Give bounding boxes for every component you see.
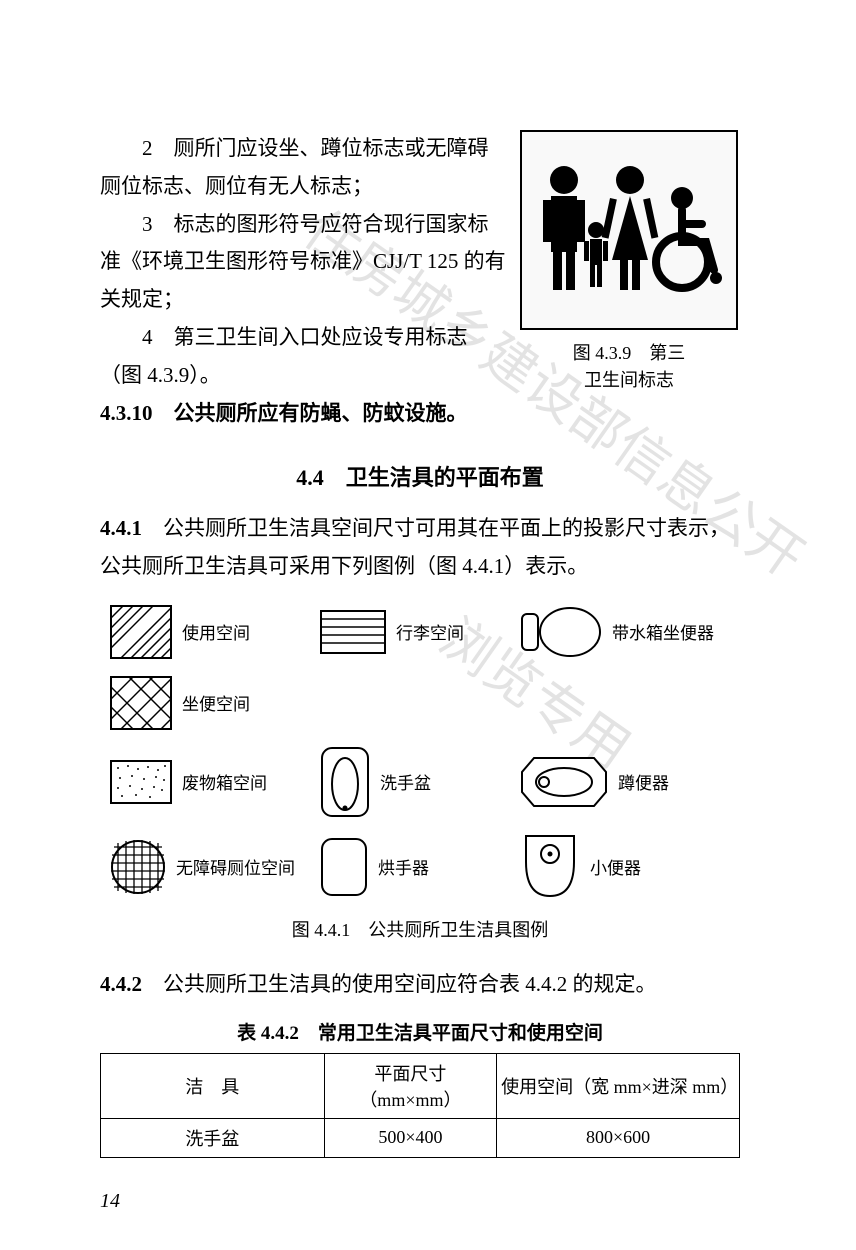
table-4-4-2-caption: 表 4.4.2 常用卫生洁具平面尺寸和使用空间: [100, 1018, 740, 1045]
legend-waste-bin: 废物箱空间: [182, 769, 267, 794]
cell-fixture: 洗手盆: [101, 1118, 325, 1157]
tank-toilet-icon: [520, 604, 602, 660]
item-2: 2 厕所门应设坐、蹲位标志或无障碍厕位标志、厕位有无人标志；: [100, 136, 489, 198]
col-fixture: 洁 具: [101, 1053, 325, 1118]
accessible-space-icon: [110, 839, 166, 895]
luggage-space-icon: [320, 610, 386, 654]
cell-plane-size: 500×400: [324, 1118, 497, 1157]
legend-luggage-space: 行李空间: [396, 619, 464, 644]
legend-accessible-space: 无障碍厕位空间: [176, 854, 295, 879]
page-content: 2 厕所门应设坐、蹲位标志或无障碍厕位标志、厕位有无人标志； 3 标志的图形符号…: [100, 130, 740, 1158]
toilet-space-icon: [110, 676, 172, 730]
use-space-icon: [110, 605, 172, 659]
para-4-4-1: 4.4.1 公共厕所卫生洁具空间尺寸可用其在平面上的投影尺寸表示，公共厕所卫生洁…: [100, 510, 740, 586]
cell-use-space: 800×600: [497, 1118, 740, 1157]
washbasin-icon: [320, 746, 370, 818]
urinal-icon: [520, 834, 580, 900]
intro-text-block: 2 厕所门应设坐、蹲位标志或无障碍厕位标志、厕位有无人标志； 3 标志的图形符号…: [100, 130, 508, 432]
legend-hand-dryer: 烘手器: [378, 854, 429, 879]
figure-4-3-9: 图 4.3.9 第三 卫生间标志: [520, 130, 738, 394]
col-use-space: 使用空间（宽 mm×进深 mm）: [497, 1053, 740, 1118]
item-3: 3 标志的图形符号应符合现行国家标准《环境卫生图形符号标准》CJJ/T 125 …: [100, 212, 506, 312]
squat-toilet-icon: [520, 754, 608, 810]
legend-figure-4-4-1: 使用空间 行李空间 带水箱坐便器: [110, 604, 740, 900]
legend-urinal: 小便器: [590, 854, 641, 879]
item-4: 4 第三卫生间入口处应设专用标志（图 4.3.9）。: [100, 325, 468, 387]
legend-toilet-space: 坐便空间: [182, 690, 250, 715]
table-header-row: 洁 具 平面尺寸（mm×mm） 使用空间（宽 mm×进深 mm）: [101, 1053, 740, 1118]
page-number: 14: [100, 1190, 120, 1213]
para-4-4-2: 4.4.2 公共厕所卫生洁具的使用空间应符合表 4.4.2 的规定。: [100, 966, 740, 1004]
col-plane-size: 平面尺寸（mm×mm）: [324, 1053, 497, 1118]
clause-4-3-10: 4.3.10 公共厕所应有防蝇、防蚊设施。: [100, 401, 468, 425]
legend-squat-toilet: 蹲便器: [618, 769, 669, 794]
table-4-4-2: 洁 具 平面尺寸（mm×mm） 使用空间（宽 mm×进深 mm） 洗手盆 500…: [100, 1053, 740, 1158]
legend-tank-toilet: 带水箱坐便器: [612, 619, 714, 644]
legend-use-space: 使用空间: [182, 619, 250, 644]
figure-4-4-1-caption: 图 4.4.1 公共厕所卫生洁具图例: [100, 916, 740, 942]
section-4-4-title: 4.4 卫生洁具的平面布置: [100, 460, 740, 492]
legend-washbasin: 洗手盆: [380, 769, 431, 794]
third-toilet-sign-icon: [520, 130, 738, 330]
waste-bin-space-icon: [110, 760, 172, 804]
hand-dryer-icon: [320, 837, 368, 897]
table-row: 洗手盆 500×400 800×600: [101, 1118, 740, 1157]
figure-4-3-9-caption: 图 4.3.9 第三 卫生间标志: [520, 340, 738, 394]
